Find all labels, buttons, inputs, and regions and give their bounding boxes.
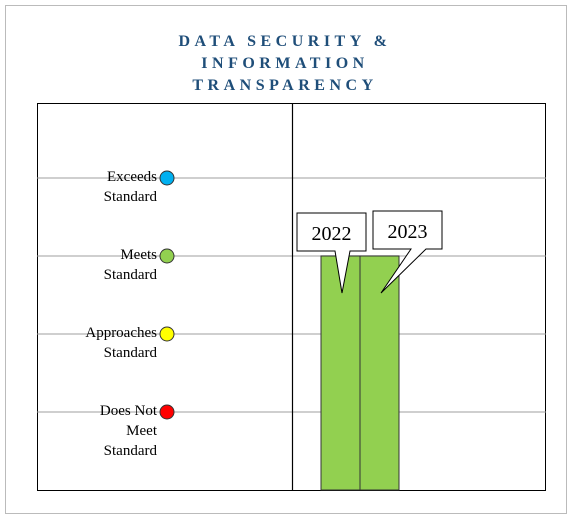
data-label: 2022 — [312, 223, 352, 245]
y-tick-dot — [159, 248, 175, 264]
bar — [320, 255, 361, 491]
bar — [359, 255, 400, 491]
y-tick-label: Approaches Standard — [85, 325, 157, 361]
y-tick-dot — [159, 326, 175, 342]
y-tick-label: Exceeds Standard — [103, 169, 157, 205]
y-tick-dot — [159, 170, 175, 186]
y-tick-label: Does Not Meet Standard — [99, 403, 157, 459]
callout — [296, 212, 367, 294]
callout — [372, 210, 443, 294]
data-label: 2023 — [388, 221, 428, 243]
chart-title: DATA SECURITY & INFORMATION TRANSPARENCY — [178, 33, 392, 94]
y-tick-dot — [159, 404, 175, 420]
plot-frame — [37, 103, 546, 491]
y-tick-label: Meets Standard — [103, 247, 157, 283]
outer-frame — [5, 5, 567, 514]
